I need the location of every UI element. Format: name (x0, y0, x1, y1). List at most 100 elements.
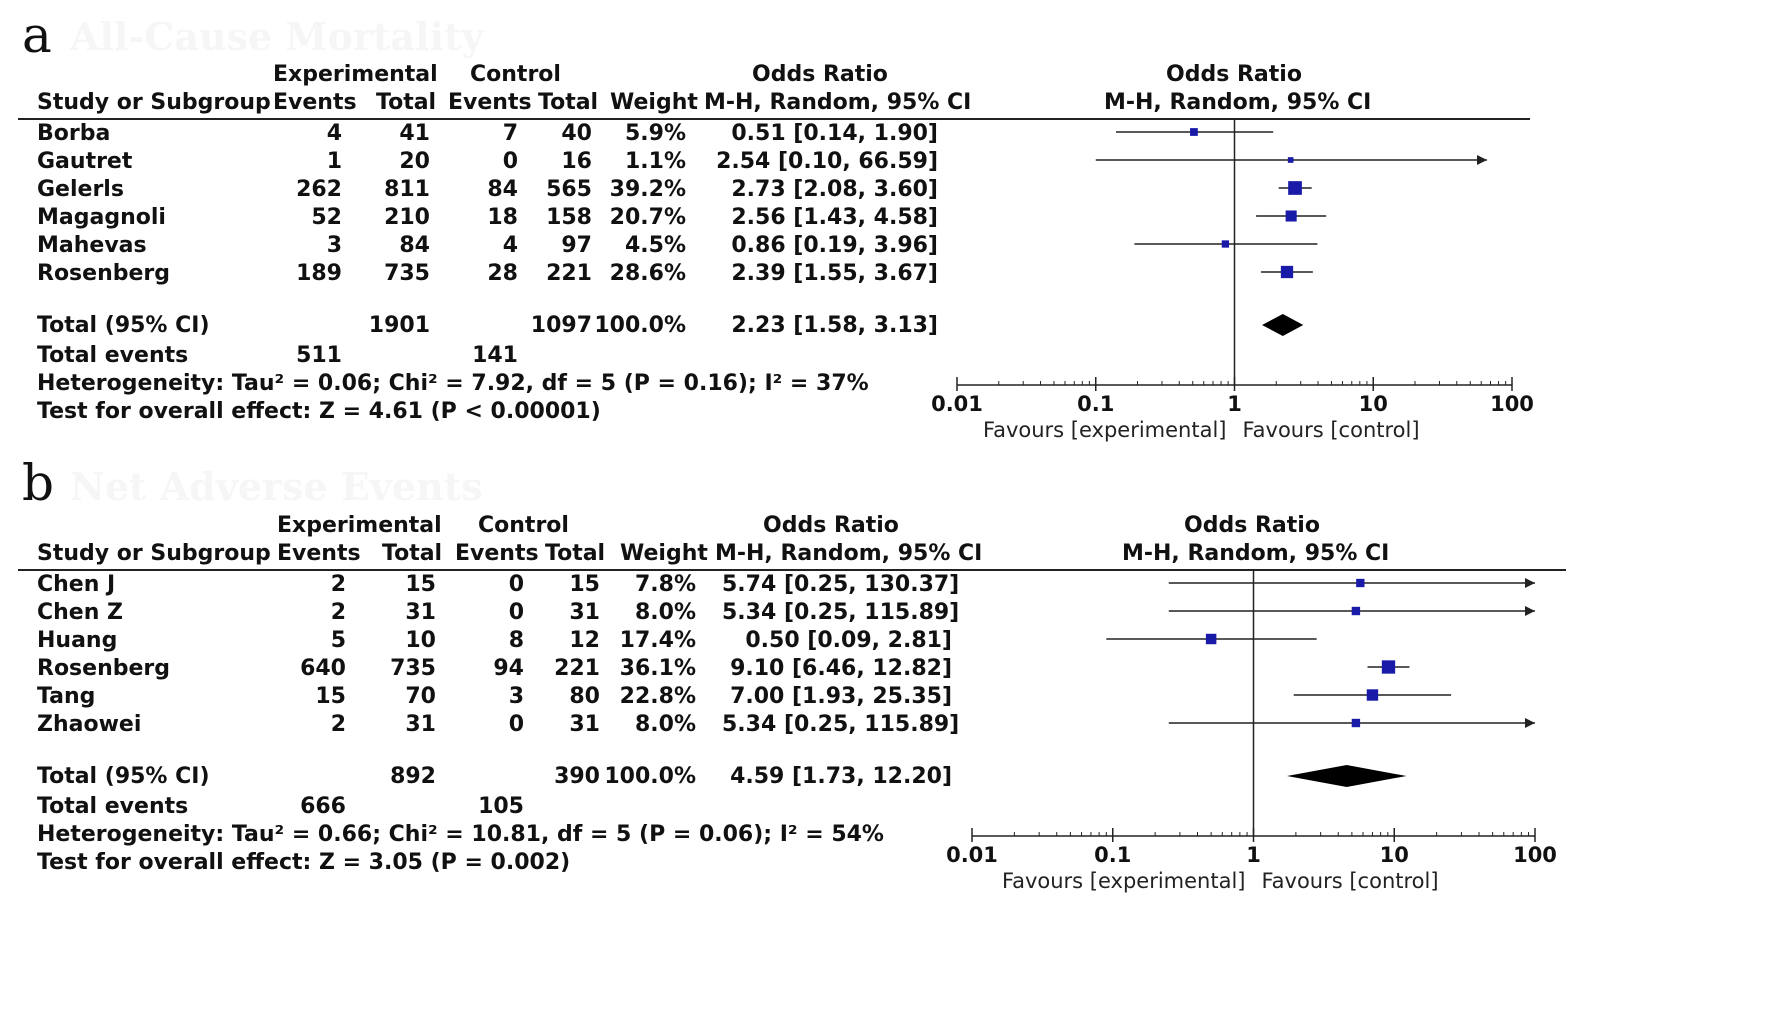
ctl-total: 221 (546, 261, 592, 286)
exp-events: 5 (330, 628, 346, 653)
study-ci-text: 2.56 [1.43, 4.58] (731, 205, 938, 230)
exp-total: 70 (405, 684, 436, 709)
study-ci-text: 2.39 [1.55, 3.67] (731, 261, 938, 286)
study-marker (1288, 181, 1302, 195)
ctl-events: 4 (502, 233, 518, 258)
study-ci-text: 5.74 [0.25, 130.37] (722, 572, 960, 597)
header-plot-method: M-H, Random, 95% CI (1104, 90, 1372, 115)
tick-label: 0.1 (1094, 843, 1131, 867)
total-ctl-total: 1097 (530, 313, 592, 338)
ctl-events: 18 (487, 205, 518, 230)
ctl-total: 31 (569, 600, 600, 625)
study-weight: 5.9% (624, 121, 686, 146)
study-ci-text: 5.34 [0.25, 115.89] (722, 712, 960, 737)
header-exp-events: Events (273, 90, 357, 115)
study-marker (1366, 689, 1379, 701)
exp-events: 4 (326, 121, 342, 146)
study-weight: 28.6% (609, 261, 686, 286)
tick-label: 1 (1246, 843, 1261, 867)
header-ctl-total: Total (538, 90, 599, 115)
ctl-events: 0 (508, 712, 524, 737)
total-ci-text: 2.23 [1.58, 3.13] (731, 313, 938, 338)
exp-events: 262 (296, 177, 342, 202)
ctl-total: 40 (561, 121, 592, 146)
study-ci-text: 0.51 [0.14, 1.90] (731, 121, 938, 146)
total-label: Total (95% CI) (37, 764, 210, 789)
study-name: Mahevas (37, 233, 147, 258)
exp-events: 640 (300, 656, 346, 681)
study-marker (1381, 660, 1396, 674)
pooled-diamond (1262, 314, 1304, 336)
overall-effect: Test for overall effect: Z = 3.05 (P = 0… (37, 850, 571, 875)
exp-total: 31 (405, 600, 436, 625)
study-weight: 36.1% (619, 656, 696, 681)
total-ctl-total: 390 (554, 764, 600, 789)
header-weight: Weight (620, 541, 708, 566)
header-control: Control (470, 62, 561, 87)
study-marker (1356, 578, 1365, 588)
study-name: Chen Z (37, 600, 124, 625)
tick-label: 0.01 (931, 392, 983, 416)
total-events-exp: 666 (300, 794, 346, 819)
study-marker (1351, 606, 1361, 616)
study-weight: 7.8% (634, 572, 696, 597)
header-rule (18, 569, 1566, 571)
ctl-total: 12 (569, 628, 600, 653)
study-weight: 39.2% (609, 177, 686, 202)
exp-events: 52 (311, 205, 342, 230)
header-ctl-events: Events (448, 90, 532, 115)
header-experimental: Experimental (277, 513, 442, 538)
tick-label: 10 (1359, 392, 1388, 416)
exp-total: 31 (405, 712, 436, 737)
study-ci-text: 5.34 [0.25, 115.89] (722, 600, 960, 625)
ctl-events: 7 (502, 121, 518, 146)
total-weight: 100.0% (604, 764, 696, 789)
ctl-events: 84 (487, 177, 518, 202)
study-marker (1205, 633, 1217, 645)
study-ci-text: 7.00 [1.93, 25.35] (730, 684, 952, 709)
exp-total: 10 (405, 628, 436, 653)
favours-experimental-label: Favours [experimental] (1002, 869, 1246, 893)
panel-label: a (22, 6, 52, 64)
ctl-total: 158 (546, 205, 592, 230)
study-ci-text: 0.86 [0.19, 3.96] (731, 233, 938, 258)
exp-total: 735 (390, 656, 436, 681)
study-ci-text: 2.73 [2.08, 3.60] (731, 177, 938, 202)
ctl-total: 31 (569, 712, 600, 737)
ctl-events: 0 (508, 572, 524, 597)
study-name: Gautret (37, 149, 133, 174)
study-marker (1221, 240, 1230, 248)
total-exp-total: 892 (390, 764, 436, 789)
total-exp-total: 1901 (368, 313, 430, 338)
header-study: Study or Subgroup (37, 541, 271, 566)
total-events-ctl: 141 (472, 343, 518, 368)
total-ci-text: 4.59 [1.73, 12.20] (730, 764, 952, 789)
ctl-events: 28 (487, 261, 518, 286)
study-ci-text: 2.54 [0.10, 66.59] (716, 149, 938, 174)
forest-plot-panel-a: a All-Cause Mortality Experimental Contr… (0, 0, 1772, 500)
ctl-total: 15 (569, 572, 600, 597)
header-exp-total: Total (382, 541, 443, 566)
header-exp-total: Total (376, 90, 437, 115)
tick-label: 1 (1227, 392, 1242, 416)
ctl-events: 94 (493, 656, 524, 681)
ctl-total: 97 (561, 233, 592, 258)
favours-control-label: Favours [control] (1262, 869, 1439, 893)
exp-total: 735 (384, 261, 430, 286)
study-weight: 22.8% (619, 684, 696, 709)
header-ctl-events: Events (455, 541, 539, 566)
heterogeneity: Heterogeneity: Tau² = 0.66; Chi² = 10.81… (37, 822, 884, 847)
exp-events: 15 (315, 684, 346, 709)
total-weight: 100.0% (594, 313, 686, 338)
overall-effect: Test for overall effect: Z = 4.61 (P < 0… (37, 399, 601, 424)
study-name: Rosenberg (37, 656, 170, 681)
header-odds-ratio: Odds Ratio (763, 513, 899, 538)
exp-events: 2 (330, 600, 346, 625)
study-name: Gelerls (37, 177, 124, 202)
total-events-exp: 511 (296, 343, 342, 368)
ci-arrow (1525, 606, 1535, 616)
panel-title: All-Cause Mortality (70, 14, 484, 59)
exp-total: 15 (405, 572, 436, 597)
panel-label: b (22, 454, 55, 512)
header-plot-title: Odds Ratio (1166, 62, 1302, 87)
